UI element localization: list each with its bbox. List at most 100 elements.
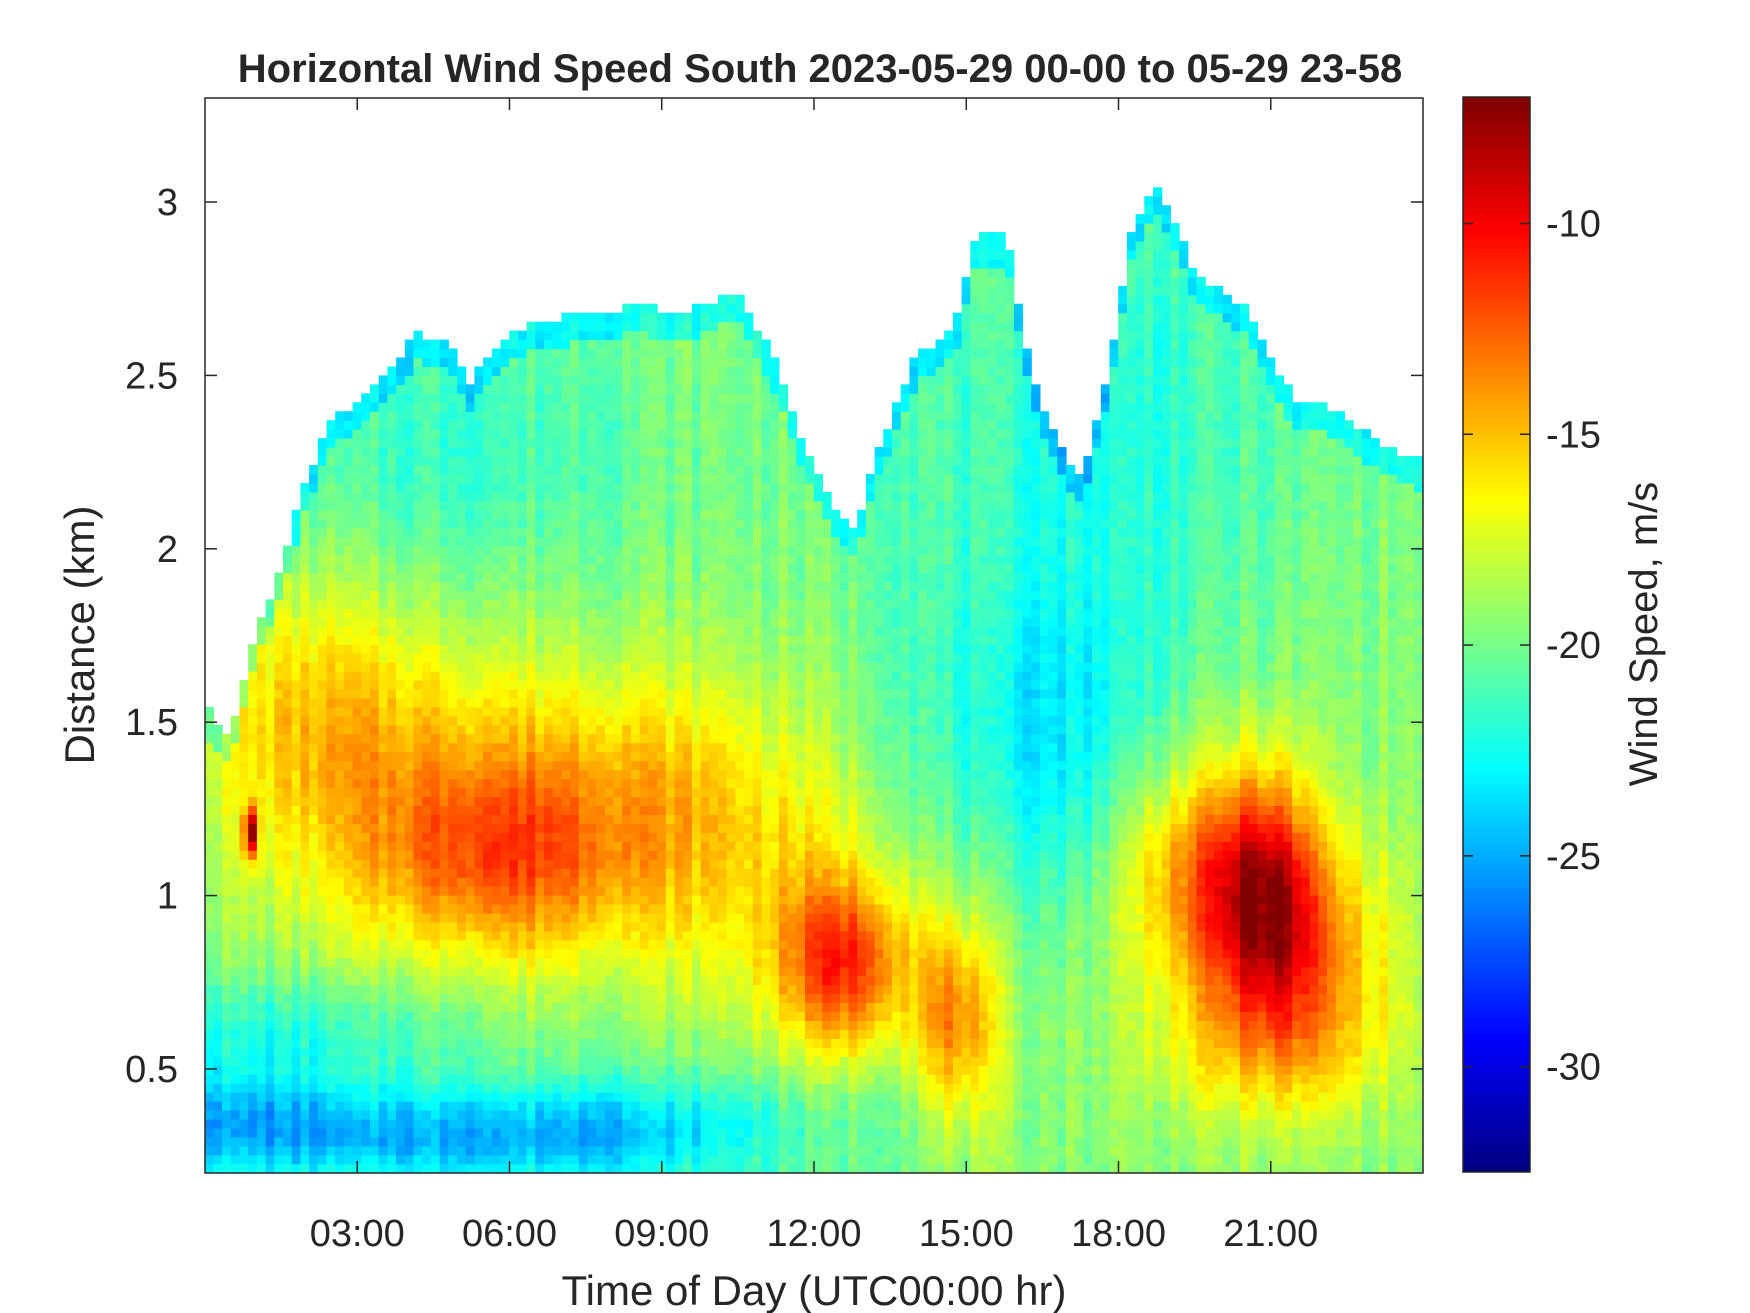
heatmap-cell [352, 894, 362, 905]
heatmap-cell [657, 742, 667, 753]
heatmap-cell [343, 482, 354, 493]
heatmap-cell [439, 536, 449, 547]
heatmap-cell [604, 635, 615, 645]
heatmap-cell [205, 742, 214, 753]
heatmap-cell [491, 715, 502, 726]
heatmap-cell [657, 778, 667, 789]
heatmap-cell [439, 1047, 449, 1057]
heatmap-cell [256, 912, 267, 923]
heatmap-cell [509, 536, 519, 547]
heatmap-cell [613, 787, 623, 798]
heatmap-cell [526, 742, 536, 753]
heatmap-cell [561, 1154, 571, 1165]
heatmap-cell [657, 984, 667, 995]
heatmap-cell [691, 921, 702, 932]
heatmap-cell [265, 957, 275, 968]
heatmap-cell [265, 671, 275, 681]
heatmap-cell [587, 751, 597, 762]
heatmap-cell [317, 706, 328, 717]
heatmap-cell [500, 366, 510, 377]
heatmap-cell [387, 1101, 397, 1111]
heatmap-cell [396, 1011, 406, 1022]
heatmap-cell [239, 823, 249, 833]
heatmap-cell [517, 554, 528, 565]
heatmap-cell [413, 572, 423, 583]
heatmap-cell [370, 948, 380, 959]
heatmap-cell [230, 1163, 241, 1173]
heatmap-cell [422, 850, 432, 860]
heatmap-cell [404, 823, 415, 833]
heatmap-cell [378, 751, 388, 762]
heatmap-cell [483, 590, 493, 600]
heatmap-cell [622, 1136, 632, 1147]
heatmap-cell [343, 1092, 354, 1102]
heatmap-cell [517, 473, 528, 484]
heatmap-cell [535, 921, 545, 932]
heatmap-cell [422, 653, 432, 663]
heatmap-cell [430, 796, 441, 807]
heatmap-cell [256, 617, 267, 627]
heatmap-cell [326, 572, 336, 583]
heatmap-cell [544, 1065, 554, 1075]
heatmap-cell [570, 671, 580, 681]
heatmap-cell [526, 939, 536, 950]
heatmap-cell [439, 572, 449, 583]
heatmap-cell [578, 921, 589, 932]
heatmap-cell [657, 357, 667, 368]
heatmap-cell [326, 1020, 336, 1030]
heatmap-cell [622, 509, 632, 520]
heatmap-cell [378, 894, 388, 905]
heatmap-cell [544, 366, 554, 377]
heatmap-cell [335, 1109, 345, 1120]
heatmap-cell [265, 1101, 275, 1111]
heatmap-cell [378, 482, 388, 493]
heatmap-cell [691, 877, 702, 887]
heatmap-cell [465, 1127, 475, 1138]
heatmap-cell [326, 769, 336, 780]
heatmap-cell [274, 1038, 284, 1048]
heatmap-cell [335, 500, 345, 511]
heatmap-cell [317, 751, 328, 762]
heatmap-cell [674, 957, 684, 968]
heatmap-cell [352, 823, 362, 833]
heatmap-cell [691, 903, 702, 914]
heatmap-cell [639, 563, 649, 574]
heatmap-cell [448, 1020, 458, 1030]
heatmap-cell [587, 859, 597, 869]
heatmap-cell [517, 688, 528, 699]
heatmap-cell [430, 491, 441, 502]
heatmap-cell [465, 438, 475, 448]
heatmap-cell [248, 841, 258, 851]
heatmap-cell [248, 1083, 258, 1093]
heatmap-cell [570, 859, 580, 869]
heatmap-cell [230, 742, 241, 753]
heatmap-cell [230, 1002, 241, 1013]
heatmap-cell [222, 1029, 232, 1039]
heatmap-cell [683, 599, 693, 609]
heatmap-cell [509, 491, 519, 502]
heatmap-cell [430, 1136, 441, 1147]
heatmap-cell [326, 733, 336, 744]
heatmap-cell [691, 1056, 702, 1066]
heatmap-cell [631, 545, 641, 556]
heatmap-cell [387, 1011, 397, 1022]
heatmap-cell [317, 1118, 328, 1129]
heatmap-cell [352, 832, 362, 842]
heatmap-cell [639, 1154, 649, 1165]
heatmap-cell [378, 1127, 388, 1138]
heatmap-cell [291, 581, 301, 592]
heatmap-cell [665, 921, 676, 932]
heatmap-cell [291, 886, 301, 896]
heatmap-cell [483, 1038, 493, 1048]
heatmap-cell [448, 375, 458, 385]
heatmap-cell [370, 966, 380, 977]
heatmap-cell [422, 1101, 432, 1111]
heatmap-cell [526, 482, 536, 493]
heatmap-cell [352, 644, 362, 654]
heatmap-cell [639, 697, 649, 708]
heatmap-cell [300, 1092, 310, 1102]
heatmap-cell [230, 778, 241, 789]
heatmap-cell [491, 536, 502, 547]
heatmap-cell [343, 993, 354, 1004]
heatmap-cell [596, 930, 606, 941]
